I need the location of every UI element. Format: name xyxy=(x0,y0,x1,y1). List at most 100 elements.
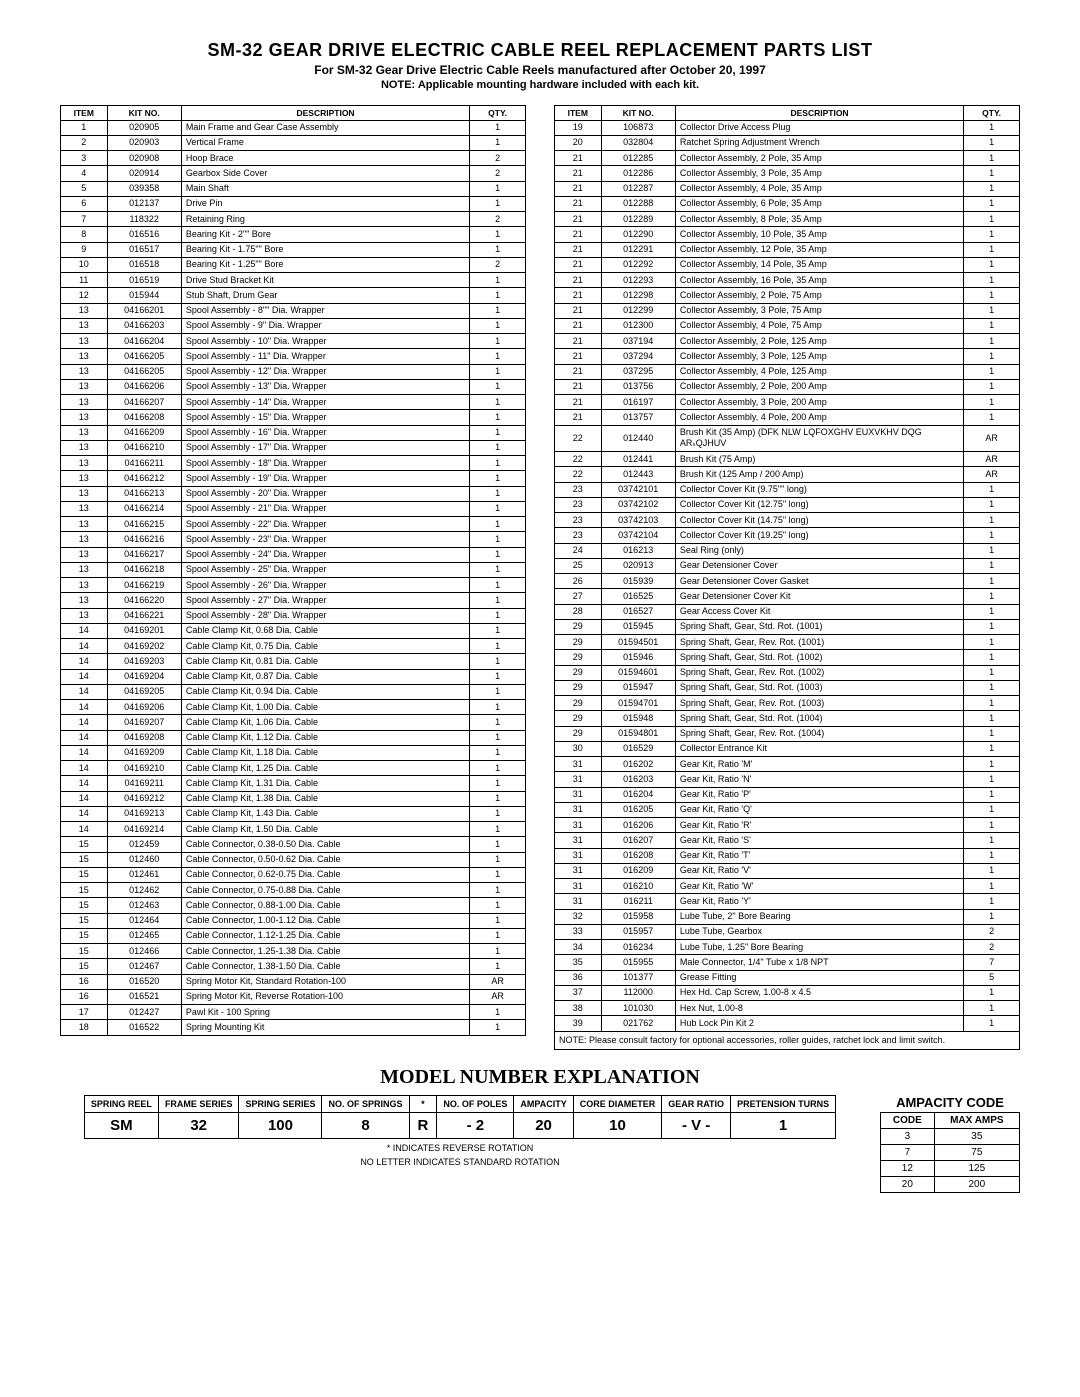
cell-desc: Spool Assembly - 14" Dia. Wrapper xyxy=(181,395,469,410)
cell-desc: Cable Connector, 0.88-1.00 Dia. Cable xyxy=(181,898,469,913)
cell-desc: Gear Detensioner Cover Kit xyxy=(675,589,963,604)
cell-kit: 03742104 xyxy=(601,528,675,543)
table-row: 9016517Bearing Kit - 1.75"" Bore1 xyxy=(61,242,526,257)
th-item: ITEM xyxy=(555,106,602,121)
cell-item: 36 xyxy=(555,970,602,985)
cell-kit: 015947 xyxy=(601,680,675,695)
cell-qty: 1 xyxy=(964,410,1020,425)
cell-qty: 1 xyxy=(964,513,1020,528)
cell-desc: Spool Assembly - 21" Dia. Wrapper xyxy=(181,501,469,516)
cell-desc: Hoop Brace xyxy=(181,151,469,166)
cell-item: 13 xyxy=(61,349,108,364)
table-row: 2020903Vertical Frame1 xyxy=(61,135,526,150)
cell-qty: 1 xyxy=(470,867,526,882)
cell-qty: 1 xyxy=(964,650,1020,665)
cell-qty: 1 xyxy=(964,711,1020,726)
cell-qty: 1 xyxy=(470,928,526,943)
cell-desc: Cable Connector, 0.62-0.75 Dia. Cable xyxy=(181,867,469,882)
cell-desc: Collector Assembly, 2 Pole, 200 Amp xyxy=(675,379,963,394)
table-row: 2303742104Collector Cover Kit (19.25" lo… xyxy=(555,528,1020,543)
cell-desc: Lube Tube, 1.25" Bore Bearing xyxy=(675,940,963,955)
cell-desc: Main Frame and Gear Case Assembly xyxy=(181,120,469,135)
cell-qty: 1 xyxy=(470,532,526,547)
cell-kit: 04169209 xyxy=(107,745,181,760)
table-row: 21012286Collector Assembly, 3 Pole, 35 A… xyxy=(555,166,1020,181)
table-row: 1304166211Spool Assembly - 18" Dia. Wrap… xyxy=(61,456,526,471)
cell-qty: 1 xyxy=(470,471,526,486)
cell-qty: 1 xyxy=(964,334,1020,349)
cell-desc: Male Connector, 1/4" Tube x 1/8 NPT xyxy=(675,955,963,970)
cell-desc: Drive Pin xyxy=(181,196,469,211)
cell-item: 14 xyxy=(61,761,108,776)
cell-item: 21 xyxy=(555,151,602,166)
cell-qty: 1 xyxy=(470,898,526,913)
cell-item: 39 xyxy=(555,1016,602,1031)
cell-qty: 1 xyxy=(964,848,1020,863)
table-row: 12015944Stub Shaft, Drum Gear1 xyxy=(61,288,526,303)
cell-qty: 1 xyxy=(964,212,1020,227)
cell-kit: 04166206 xyxy=(107,379,181,394)
table-footnote-row: NOTE: Please consult factory for optiona… xyxy=(555,1031,1020,1049)
table-row: 21037194Collector Assembly, 2 Pole, 125 … xyxy=(555,334,1020,349)
table-row: 31016208Gear Kit, Ratio 'T'1 xyxy=(555,848,1020,863)
ampacity-wrap: AMPACITY CODE CODE MAX AMPS 335775121252… xyxy=(880,1095,1020,1193)
cell-item: 21 xyxy=(555,334,602,349)
table-row: 21012291Collector Assembly, 12 Pole, 35 … xyxy=(555,242,1020,257)
cell-desc: Hex Nut, 1.00-8 xyxy=(675,1001,963,1016)
cell-qty: 1 xyxy=(964,395,1020,410)
cell-qty: 1 xyxy=(470,623,526,638)
cell-item: 15 xyxy=(61,898,108,913)
cell-qty: 1 xyxy=(470,684,526,699)
cell-kit: 04169213 xyxy=(107,806,181,821)
table-row: 1304166205Spool Assembly - 11" Dia. Wrap… xyxy=(61,349,526,364)
cell-item: 31 xyxy=(555,894,602,909)
cell-kit: 015945 xyxy=(601,619,675,634)
cell-qty: 1 xyxy=(470,562,526,577)
table-row: 21012289Collector Assembly, 8 Pole, 35 A… xyxy=(555,212,1020,227)
model-td: 20 xyxy=(514,1112,573,1138)
table-row: 1304166210Spool Assembly - 17" Dia. Wrap… xyxy=(61,440,526,455)
cell-desc: Cable Clamp Kit, 1.25 Dia. Cable xyxy=(181,761,469,776)
table-row: 2303742101Collector Cover Kit (9.75"" lo… xyxy=(555,482,1020,497)
cell-desc: Spool Assembly - 20" Dia. Wrapper xyxy=(181,486,469,501)
cell-kit: 016202 xyxy=(601,757,675,772)
cell-desc: Spool Assembly - 17" Dia. Wrapper xyxy=(181,440,469,455)
cell-item: 15 xyxy=(61,913,108,928)
amp-amps: 125 xyxy=(934,1160,1019,1176)
table-row: 1404169207Cable Clamp Kit, 1.06 Dia. Cab… xyxy=(61,715,526,730)
cell-kit: 015958 xyxy=(601,909,675,924)
cell-desc: Cable Clamp Kit, 0.75 Dia. Cable xyxy=(181,639,469,654)
page-subtitle: For SM-32 Gear Drive Electric Cable Reel… xyxy=(60,63,1020,77)
cell-qty: 1 xyxy=(964,879,1020,894)
cell-qty: 1 xyxy=(470,761,526,776)
cell-item: 29 xyxy=(555,680,602,695)
cell-item: 15 xyxy=(61,852,108,867)
cell-qty: 1 xyxy=(470,425,526,440)
cell-kit: 101377 xyxy=(601,970,675,985)
model-th: GEAR RATIO xyxy=(662,1095,731,1112)
cell-desc: Spring Shaft, Gear, Rev. Rot. (1002) xyxy=(675,665,963,680)
cell-qty: 1 xyxy=(470,745,526,760)
cell-desc: Cable Clamp Kit, 1.31 Dia. Cable xyxy=(181,776,469,791)
cell-kit: 04169205 xyxy=(107,684,181,699)
cell-item: 21 xyxy=(555,349,602,364)
cell-qty: 1 xyxy=(470,517,526,532)
cell-qty: 1 xyxy=(470,547,526,562)
cell-item: 22 xyxy=(555,467,602,482)
cell-kit: 015957 xyxy=(601,924,675,939)
amp-row: 335 xyxy=(881,1128,1020,1144)
cell-item: 14 xyxy=(61,623,108,638)
cell-kit: 015939 xyxy=(601,574,675,589)
table-row: 15012460Cable Connector, 0.50-0.62 Dia. … xyxy=(61,852,526,867)
table-row: 21013757Collector Assembly, 4 Pole, 200 … xyxy=(555,410,1020,425)
cell-kit: 04166201 xyxy=(107,303,181,318)
cell-desc: Spool Assembly - 18" Dia. Wrapper xyxy=(181,456,469,471)
cell-kit: 118322 xyxy=(107,212,181,227)
cell-qty: 2 xyxy=(470,151,526,166)
cell-item: 29 xyxy=(555,696,602,711)
cell-kit: 012440 xyxy=(601,425,675,452)
model-th: NO. OF POLES xyxy=(437,1095,514,1112)
amp-code: 7 xyxy=(881,1144,935,1160)
cell-qty: 2 xyxy=(964,940,1020,955)
cell-qty: 1 xyxy=(964,273,1020,288)
